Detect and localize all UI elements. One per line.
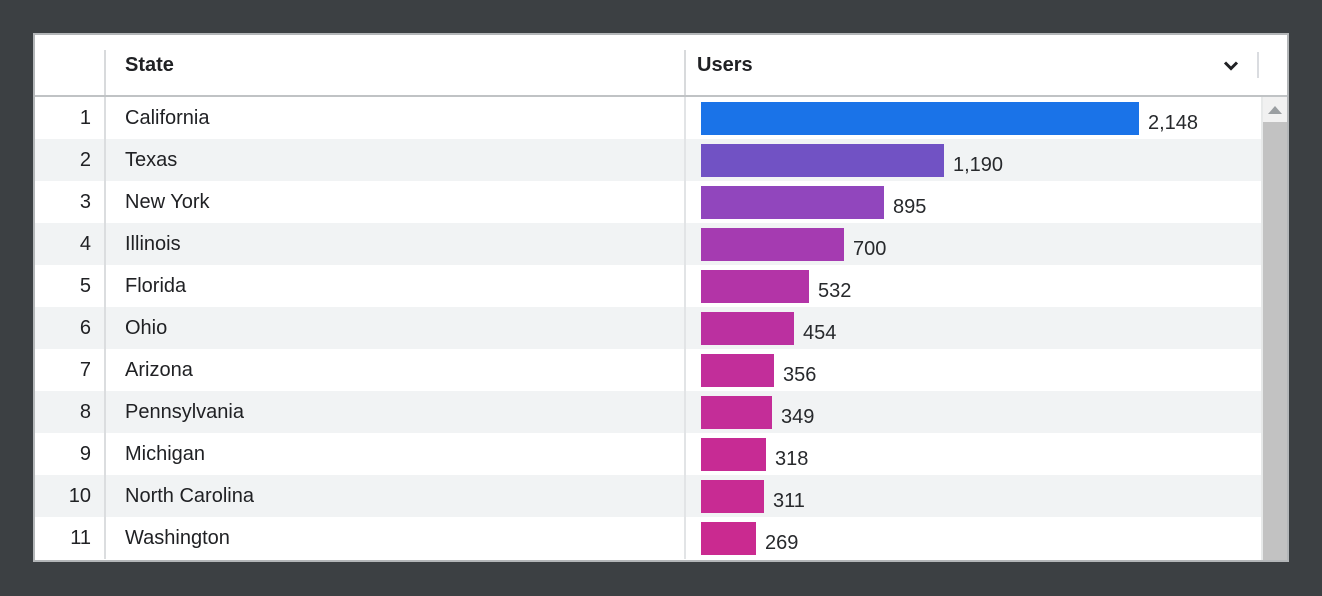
users-value: 1,190 bbox=[953, 153, 1004, 176]
users-bar bbox=[701, 101, 1139, 135]
table-header-row: State Users bbox=[35, 35, 1287, 97]
row-state: Arizona bbox=[106, 349, 686, 391]
row-rank: 1 bbox=[35, 97, 106, 139]
header-divider bbox=[1257, 52, 1259, 78]
row-rank: 11 bbox=[35, 517, 106, 559]
users-value: 318 bbox=[775, 447, 809, 470]
row-state: California bbox=[106, 97, 686, 139]
users-value: 700 bbox=[853, 237, 887, 260]
users-bar bbox=[701, 185, 884, 219]
table-rows: 1 California 2,148 2 Texas 1,190 3 New York 895 4… bbox=[35, 97, 1261, 559]
row-users-cell: 454 bbox=[686, 307, 1261, 349]
scroll-up-button[interactable] bbox=[1263, 97, 1287, 122]
column-header-users[interactable]: Users bbox=[686, 35, 1287, 95]
row-users-cell: 895 bbox=[686, 181, 1261, 223]
row-rank: 9 bbox=[35, 433, 106, 475]
column-header-users-label: Users bbox=[697, 53, 753, 76]
users-bar bbox=[701, 353, 774, 387]
row-state: Florida bbox=[106, 265, 686, 307]
users-bar bbox=[701, 227, 844, 261]
row-state: New York bbox=[106, 181, 686, 223]
scrollbar-thumb[interactable] bbox=[1263, 122, 1287, 560]
users-value: 349 bbox=[781, 405, 815, 428]
users-value: 2,148 bbox=[1148, 111, 1199, 134]
row-rank: 8 bbox=[35, 391, 106, 433]
row-rank: 7 bbox=[35, 349, 106, 391]
table-row: 8 Pennsylvania 349 bbox=[35, 391, 1261, 433]
row-state: Illinois bbox=[106, 223, 686, 265]
row-state: Washington bbox=[106, 517, 686, 559]
users-bar bbox=[701, 437, 766, 471]
row-state: Texas bbox=[106, 139, 686, 181]
users-value: 269 bbox=[765, 531, 799, 554]
table-body: 1 California 2,148 2 Texas 1,190 3 New York 895 4… bbox=[35, 97, 1287, 560]
row-users-cell: 311 bbox=[686, 475, 1261, 517]
row-state: North Carolina bbox=[106, 475, 686, 517]
users-value: 356 bbox=[783, 363, 817, 386]
table-row: 3 New York 895 bbox=[35, 181, 1261, 223]
table-row: 6 Ohio 454 bbox=[35, 307, 1261, 349]
row-rank: 3 bbox=[35, 181, 106, 223]
table-row: 2 Texas 1,190 bbox=[35, 139, 1261, 181]
row-users-cell: 2,148 bbox=[686, 97, 1261, 139]
table-row: 4 Illinois 700 bbox=[35, 223, 1261, 265]
row-users-cell: 532 bbox=[686, 265, 1261, 307]
users-value: 311 bbox=[773, 489, 805, 512]
data-table-panel: State Users 1 California 2,148 2 Texas 1,190 3… bbox=[33, 33, 1289, 562]
column-header-rank bbox=[35, 35, 106, 95]
table-row: 5 Florida 532 bbox=[35, 265, 1261, 307]
users-bar bbox=[701, 521, 756, 555]
row-users-cell: 318 bbox=[686, 433, 1261, 475]
table-row: 1 California 2,148 bbox=[35, 97, 1261, 139]
row-rank: 2 bbox=[35, 139, 106, 181]
row-state: Michigan bbox=[106, 433, 686, 475]
table-row: 9 Michigan 318 bbox=[35, 433, 1261, 475]
table-row: 7 Arizona 356 bbox=[35, 349, 1261, 391]
users-bar bbox=[701, 395, 772, 429]
users-value: 454 bbox=[803, 321, 837, 344]
row-rank: 6 bbox=[35, 307, 106, 349]
row-rank: 10 bbox=[35, 475, 106, 517]
column-header-state-label: State bbox=[125, 53, 174, 76]
scroll-up-arrow-icon bbox=[1268, 105, 1282, 114]
row-users-cell: 1,190 bbox=[686, 139, 1261, 181]
row-users-cell: 269 bbox=[686, 517, 1261, 559]
row-rank: 5 bbox=[35, 265, 106, 307]
row-state: Pennsylvania bbox=[106, 391, 686, 433]
table-row: 11 Washington 269 bbox=[35, 517, 1261, 559]
row-users-cell: 356 bbox=[686, 349, 1261, 391]
chevron-down-icon[interactable] bbox=[1219, 53, 1243, 77]
row-users-cell: 700 bbox=[686, 223, 1261, 265]
column-header-state[interactable]: State bbox=[106, 35, 686, 95]
users-value: 895 bbox=[893, 195, 927, 218]
row-rank: 4 bbox=[35, 223, 106, 265]
users-bar bbox=[701, 479, 764, 513]
users-value: 532 bbox=[818, 279, 852, 302]
table-row: 10 North Carolina 311 bbox=[35, 475, 1261, 517]
scrollbar[interactable] bbox=[1261, 97, 1287, 560]
users-bar bbox=[701, 269, 809, 303]
users-bar bbox=[701, 311, 794, 345]
row-state: Ohio bbox=[106, 307, 686, 349]
users-bar bbox=[701, 143, 944, 177]
row-users-cell: 349 bbox=[686, 391, 1261, 433]
